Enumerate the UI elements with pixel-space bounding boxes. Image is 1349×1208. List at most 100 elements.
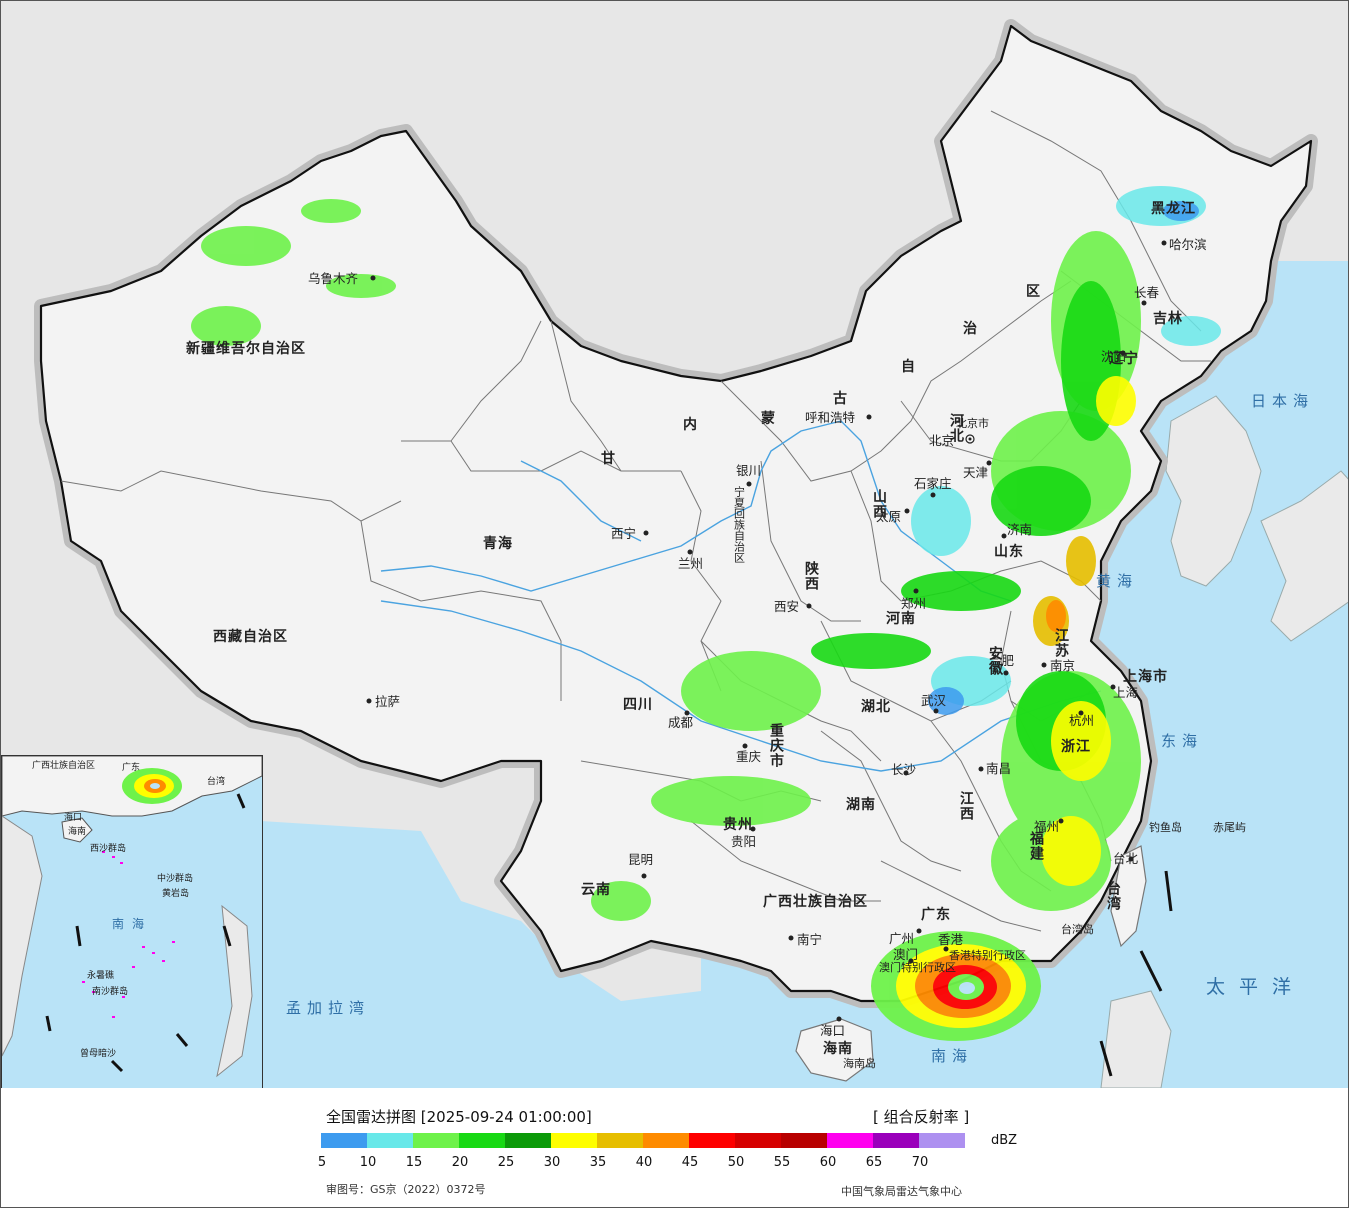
inset-label-xisha: 西沙群岛 (90, 842, 126, 854)
prov-yunnan: 云南 (581, 881, 611, 898)
color-swatch (643, 1133, 689, 1148)
inset-label-huangyan: 黄岩岛 (162, 887, 189, 899)
prov-qinghai: 青海 (483, 535, 513, 552)
legend-title: 全国雷达拼图 [2025-09-24 01:00:00] (326, 1108, 592, 1126)
city-taipei: 台北 (1113, 851, 1139, 866)
prov-macau: 澳门特别行政区 (879, 960, 956, 974)
echo-band-3 (901, 571, 1021, 611)
city-harbin: 哈尔滨 (1161, 237, 1207, 252)
prov-guangdong: 广东 (921, 906, 951, 923)
color-swatch (735, 1133, 781, 1148)
city-chongqing: 重庆 (736, 743, 762, 764)
prov-shanxi: 山西 (871, 489, 887, 519)
city-changchun: 长春 (1134, 285, 1160, 306)
prov-ningxia: 宁夏回族自治区 (733, 485, 746, 563)
scale-tick-label: 65 (865, 1155, 883, 1170)
scale-tick-label: 5 (317, 1155, 327, 1170)
svg-text:济南: 济南 (1007, 522, 1032, 537)
island-chiwei: 赤尾屿 (1213, 821, 1246, 834)
color-swatch (551, 1133, 597, 1148)
typhoon (871, 931, 1041, 1041)
city-nanchang: 南昌 (978, 761, 1011, 776)
svg-text:杭州: 杭州 (1069, 713, 1094, 728)
svg-text:海口: 海口 (820, 1023, 845, 1038)
south-china-sea-inset: 广西壮族自治区 广东 台湾 海口 海南 西沙群岛 中沙群岛 黄岩岛 南海 永暑礁… (1, 755, 263, 1088)
svg-text:合肥: 合肥 (989, 653, 1015, 668)
sea-yellow: 黄海 (1096, 572, 1138, 590)
svg-text:澳门: 澳门 (893, 947, 918, 962)
prov-guangxi: 广西壮族自治区 (763, 893, 868, 910)
svg-text:乌鲁木齐: 乌鲁木齐 (308, 271, 359, 286)
scale-tick-label: 60 (819, 1155, 837, 1170)
prov-shanghai: 上海市 (1123, 668, 1168, 685)
map-approval-number: 审图号：GS京（2022）0372号 (326, 1183, 486, 1196)
echo-liaoning (1096, 376, 1136, 426)
echo-yunnan (591, 881, 651, 921)
prov-liaoning: 辽宁 (1109, 350, 1139, 367)
svg-text:广州: 广州 (889, 931, 914, 946)
radar-map[interactable]: 新疆维吾尔自治区 西藏自治区 青海 甘 内 蒙 古 自 治 区 黑龙江 吉林 辽… (1, 1, 1348, 1088)
prov-jiangsu: 江苏 (1053, 627, 1069, 658)
echo-fujian-y (1041, 816, 1101, 886)
hainan-island (795, 1018, 874, 1082)
prov-jiangxi: 江西 (958, 790, 974, 821)
city-kunming: 昆明 (628, 852, 653, 879)
sea-pacific: 太平洋 (1206, 976, 1305, 998)
prov-shandong: 山东 (994, 543, 1024, 560)
svg-text:台北: 台北 (1113, 851, 1139, 866)
svg-text:成都: 成都 (668, 715, 694, 730)
city-nanning: 南宁 (788, 932, 822, 947)
radar-echoes (191, 186, 1221, 1041)
inset-label-guangdong: 广东 (122, 761, 140, 773)
agency-credit: 中国气象局雷达气象中心 (841, 1185, 962, 1198)
sea-east-china: 东海 (1161, 732, 1203, 750)
echo-xinjiang-2 (191, 306, 261, 346)
island-hainan: 海南岛 (843, 1056, 876, 1070)
svg-text:石家庄: 石家庄 (914, 476, 952, 491)
echo-band-2 (991, 466, 1091, 536)
legend-panel: 全国雷达拼图 [2025-09-24 01:00:00] [ 组合反射率 ] d… (1, 1088, 1348, 1207)
color-swatch (367, 1133, 413, 1148)
island-taiwan: 台湾岛 (1061, 922, 1094, 936)
inset-label-zengmu: 曾母暗沙 (80, 1047, 116, 1059)
inset-label-guangxi: 广西壮族自治区 (32, 759, 95, 771)
prov-sichuan: 四川 (623, 697, 653, 713)
scale-tick-label: 55 (773, 1155, 791, 1170)
svg-text:武汉: 武汉 (921, 693, 947, 708)
japan (1260, 470, 1348, 642)
city-hongkong: 香港 (938, 932, 964, 952)
scale-tick-label: 15 (405, 1155, 423, 1170)
echo-hebei (911, 486, 971, 556)
echo-shandong (1066, 536, 1096, 586)
prov-zi: 自 (901, 358, 916, 375)
prov-hubei: 湖北 (861, 699, 891, 715)
svg-text:长春: 长春 (1134, 285, 1160, 300)
prov-taiwan: 台湾 (1105, 880, 1121, 911)
prov-anhui: 安徽 (987, 645, 1004, 676)
scale-tick-label: 50 (727, 1155, 745, 1170)
svg-text:哈尔滨: 哈尔滨 (1169, 237, 1207, 252)
svg-text:郑州: 郑州 (901, 596, 926, 611)
scale-tick-label: 25 (497, 1155, 515, 1170)
city-tianjin: 天津 (963, 460, 992, 480)
sea-bay-bengal (261, 821, 741, 1088)
city-beijing: 北京 (929, 433, 975, 448)
prov-shaanxi: 陕西 (803, 560, 819, 591)
legend-product: [ 组合反射率 ] (873, 1108, 970, 1126)
sea-japan: 日本海 (1251, 392, 1314, 410)
prov-meng: 蒙 (761, 410, 776, 427)
city-nanjing: 南京 (1041, 658, 1075, 673)
inset-label-zhongsha: 中沙群岛 (157, 872, 193, 884)
inset-label-nansha: 南沙群岛 (92, 985, 128, 997)
inset-land-west (2, 815, 43, 1057)
color-swatch (321, 1133, 367, 1148)
svg-text:天津: 天津 (963, 465, 988, 480)
city-yinchuan: 银川 (736, 463, 761, 487)
prov-hainan: 海南 (823, 1040, 853, 1057)
svg-text:贵阳: 贵阳 (731, 834, 756, 849)
svg-text:太原: 太原 (876, 509, 901, 524)
inset-islands (82, 851, 175, 1018)
prov-gan: 甘 (601, 450, 616, 467)
scale-tick-label: 20 (451, 1155, 469, 1170)
legend-unit: dBZ (991, 1133, 1018, 1148)
